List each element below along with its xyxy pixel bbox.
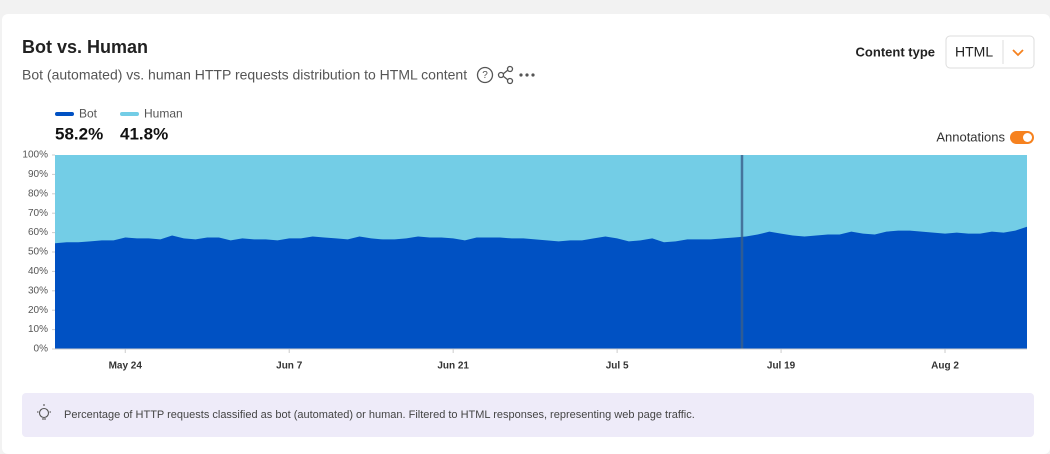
content-type-value: HTML bbox=[955, 44, 993, 60]
legend-share: 41.8% bbox=[120, 124, 168, 143]
area-0 bbox=[55, 226, 1027, 349]
x-tick-label: Jul 19 bbox=[767, 361, 796, 372]
share-icon[interactable] bbox=[497, 65, 514, 85]
title: Bot vs. Human bbox=[22, 37, 148, 57]
legend-swatch bbox=[120, 112, 139, 116]
bulb-icon bbox=[37, 404, 51, 420]
x-tick-label: May 24 bbox=[109, 361, 143, 372]
footnote: Percentage of HTTP requests classified a… bbox=[64, 409, 695, 421]
page: {"header": {"title": "Bot vs. Human", "s… bbox=[2, 14, 1050, 454]
select-arrow bbox=[1012, 49, 1024, 57]
y-tick-label: 80% bbox=[28, 188, 48, 199]
legend-label: Bot bbox=[79, 107, 98, 121]
help-icon[interactable]: ? bbox=[476, 66, 494, 84]
footnote-box bbox=[22, 393, 1034, 437]
y-tick-label: 50% bbox=[28, 247, 48, 258]
x-tick-label: Aug 2 bbox=[931, 361, 959, 372]
y-tick-label: 70% bbox=[28, 208, 48, 219]
annotations-label: Annotations bbox=[936, 129, 1005, 144]
subtitle: Bot (automated) vs. human HTTP requests … bbox=[22, 67, 467, 83]
y-tick-label: 60% bbox=[28, 227, 48, 238]
more-icon[interactable] bbox=[519, 73, 535, 77]
content-type-label: Content type bbox=[856, 44, 935, 59]
svg-text:?: ? bbox=[482, 70, 488, 81]
legend-share: 58.2% bbox=[55, 124, 103, 143]
x-tick-label: Jun 7 bbox=[276, 361, 303, 372]
x-tick-label: Jul 5 bbox=[606, 361, 629, 372]
legend-swatch bbox=[55, 112, 74, 116]
y-tick-label: 30% bbox=[28, 285, 48, 296]
x-tick-label: Jun 21 bbox=[437, 361, 469, 372]
legend-label: Human bbox=[144, 107, 183, 121]
y-tick-label: 90% bbox=[28, 169, 48, 180]
y-tick-label: 20% bbox=[28, 305, 48, 316]
content-type-select[interactable] bbox=[945, 35, 1035, 69]
y-tick-label: 40% bbox=[28, 266, 48, 277]
y-tick-label: 10% bbox=[28, 324, 48, 335]
annotations-toggle[interactable] bbox=[1010, 131, 1034, 144]
y-tick-label: 100% bbox=[22, 150, 48, 161]
chart: Bot vs. Human Bot (automated) vs. human … bbox=[22, 35, 1035, 437]
y-tick-label: 0% bbox=[34, 344, 49, 355]
